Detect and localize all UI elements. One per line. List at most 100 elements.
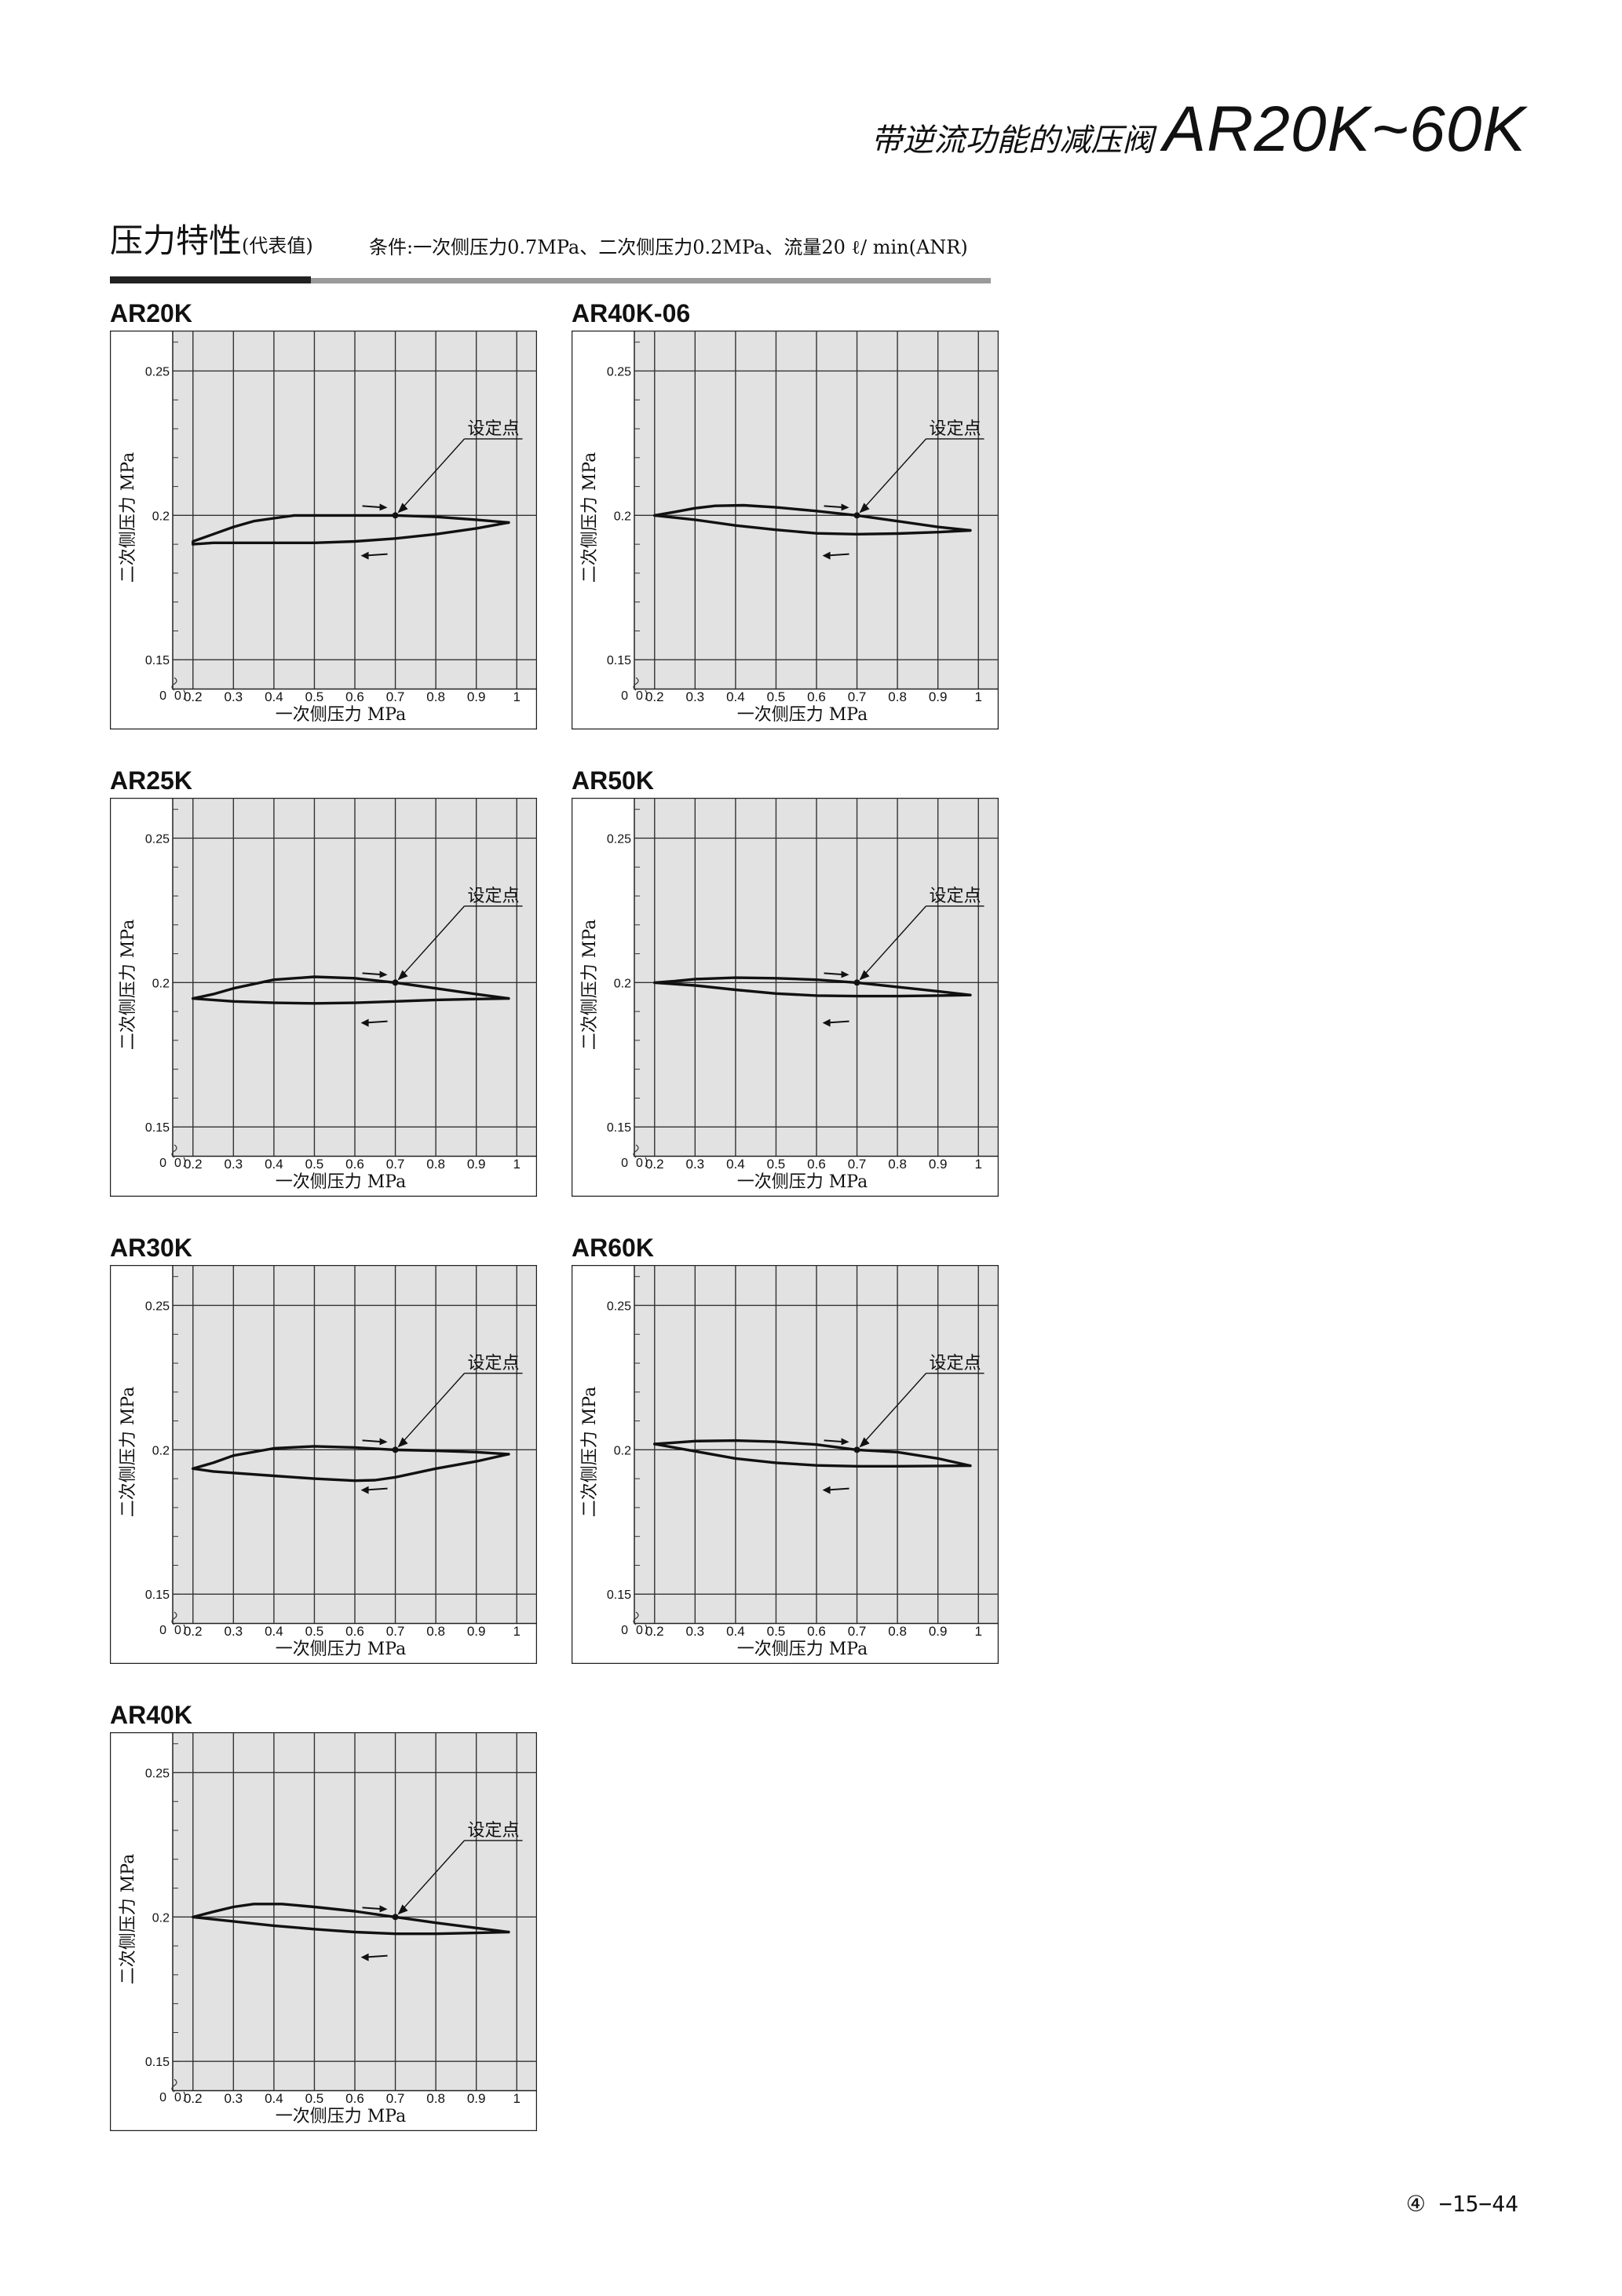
leader-arrowhead <box>397 1904 408 1915</box>
direction-arrowhead <box>379 1438 388 1446</box>
direction-arrowhead <box>822 551 831 560</box>
origin-label: 0 <box>174 689 181 703</box>
series-line <box>653 503 859 517</box>
x-tick-label: 0.8 <box>888 689 907 704</box>
y-axis-label: 二次侧压力 MPa <box>119 919 138 1050</box>
x-tick-label: 0.5 <box>305 689 324 704</box>
axis-break-mark <box>171 2078 177 2093</box>
axis-break-mark <box>633 1611 639 1625</box>
annotation-leader <box>398 1840 466 1914</box>
series-line <box>855 1448 972 1468</box>
series-line <box>393 1915 510 1934</box>
origin-label: 0 <box>174 2091 181 2104</box>
direction-arrowhead <box>822 1486 831 1494</box>
x-tick-label: 1 <box>974 1624 981 1639</box>
x-tick-label: 1 <box>974 1157 981 1172</box>
annotation-leader <box>860 438 927 513</box>
set-point-marker <box>392 512 399 519</box>
x-tick-label: 0.7 <box>848 689 867 704</box>
chart-title: AR50K <box>572 766 654 795</box>
axis-break-mark <box>183 1624 186 1635</box>
x-tick-label: 0.3 <box>225 689 243 704</box>
chart-panel: 0.150.20.250 0 0.2 0.3 0.4 0.5 0.6 0.7 0.8 0.9 1一次… <box>110 331 537 729</box>
x-tick-label: 0.6 <box>345 1157 364 1172</box>
section-title: 压力特性(代表值) <box>110 214 313 262</box>
leader-arrowhead <box>859 970 870 981</box>
x-tick-label: 0.5 <box>305 2091 324 2106</box>
y-axis-label: 二次侧压力 MPa <box>580 919 600 1050</box>
y-tick-label: 0.25 <box>607 832 631 846</box>
axis-break-mark <box>171 1144 177 1158</box>
origin-label: 0 <box>636 689 643 703</box>
set-point-annotation: 设定点 <box>930 419 981 439</box>
y-tick-label: 0.2 <box>614 1444 631 1457</box>
x-tick-label: 0.8 <box>426 1624 445 1639</box>
chart-title: AR25K <box>110 766 192 795</box>
direction-arrowhead <box>360 1486 369 1494</box>
x-tick-label: 0.2 <box>184 2091 203 2106</box>
y-axis-label: 二次侧压力 MPa <box>580 452 600 583</box>
x-tick-label: 0.3 <box>225 1624 243 1639</box>
origin-label: 0 <box>621 1157 628 1170</box>
axis-break-mark <box>183 689 186 700</box>
y-tick-label: 0.25 <box>607 1300 631 1313</box>
x-tick-label: 0.2 <box>184 1624 203 1639</box>
axis-break-mark <box>645 689 648 700</box>
x-tick-label: 0.3 <box>686 1157 705 1172</box>
series-line <box>393 1448 510 1456</box>
origin-label: 0 <box>621 1624 628 1637</box>
x-tick-label: 0.4 <box>265 2091 283 2106</box>
annotation-leader <box>860 1373 927 1447</box>
direction-arrowhead <box>822 1018 831 1027</box>
set-point-annotation: 设定点 <box>468 887 520 906</box>
x-tick-label: 0.9 <box>467 1157 486 1172</box>
header-subtitle: 带逆流功能的减压阀 <box>871 122 1154 159</box>
series-line <box>192 1453 510 1483</box>
set-point-annotation: 设定点 <box>468 1354 520 1373</box>
leader-arrowhead <box>397 1437 408 1448</box>
x-tick-label: 0.9 <box>929 689 948 704</box>
y-axis-label: 二次侧压力 MPa <box>580 1387 600 1517</box>
x-tick-label: 0.2 <box>645 689 664 704</box>
y-tick-label: 0.2 <box>152 1444 170 1457</box>
x-tick-label: 0.4 <box>265 1624 283 1639</box>
y-tick-label: 0.25 <box>607 365 631 378</box>
x-tick-label: 0.2 <box>645 1624 664 1639</box>
y-tick-label: 0.25 <box>145 832 170 846</box>
x-axis-label: 一次侧压力 MPa <box>737 1640 868 1659</box>
x-tick-label: 0.9 <box>467 1624 486 1639</box>
chart-panel: 0.150.20.250 0 0.2 0.3 0.4 0.5 0.6 0.7 0.8 0.9 1一次… <box>572 331 999 729</box>
x-tick-label: 0.3 <box>225 1157 243 1172</box>
x-tick-label: 0.5 <box>767 689 786 704</box>
annotation-leader <box>398 438 466 513</box>
chart-panel: 0.150.20.250 0 0.2 0.3 0.4 0.5 0.6 0.7 0.8 0.9 1一次… <box>110 1732 537 2131</box>
y-axis-label: 二次侧压力 MPa <box>119 1854 138 1984</box>
axis-break-mark <box>633 1144 639 1158</box>
header-title: AR20K~60K <box>1163 93 1526 165</box>
y-axis-label: 二次侧压力 MPa <box>119 1387 138 1517</box>
direction-arrowhead <box>841 503 849 511</box>
series-line <box>855 981 972 996</box>
set-point-annotation: 设定点 <box>930 887 981 906</box>
x-tick-label: 0.7 <box>386 1624 405 1639</box>
origin-label: 0 <box>159 689 166 703</box>
origin-label: 0 <box>621 689 628 703</box>
direction-arrowhead <box>379 971 388 978</box>
x-axis-label: 一次侧压力 MPa <box>276 1640 406 1659</box>
x-axis-label: 一次侧压力 MPa <box>737 705 868 725</box>
annotation-leader <box>860 905 927 980</box>
x-axis-label: 一次侧压力 MPa <box>276 705 406 725</box>
y-tick-label: 0.2 <box>152 510 170 523</box>
chart-panel: 0.150.20.250 0 0.2 0.3 0.4 0.5 0.6 0.7 0.8 0.9 1一次… <box>572 798 999 1197</box>
x-tick-label: 0.8 <box>426 689 445 704</box>
series-line <box>192 996 510 1005</box>
x-tick-label: 1 <box>513 1157 520 1172</box>
set-point-annotation: 设定点 <box>468 419 520 439</box>
series-line <box>393 981 510 1000</box>
x-tick-label: 0.7 <box>848 1624 867 1639</box>
set-point-annotation: 设定点 <box>930 1354 981 1373</box>
x-tick-label: 0.5 <box>305 1157 324 1172</box>
set-point-marker <box>392 1446 399 1453</box>
set-point-marker <box>392 979 399 986</box>
origin-label: 0 <box>174 1624 181 1637</box>
